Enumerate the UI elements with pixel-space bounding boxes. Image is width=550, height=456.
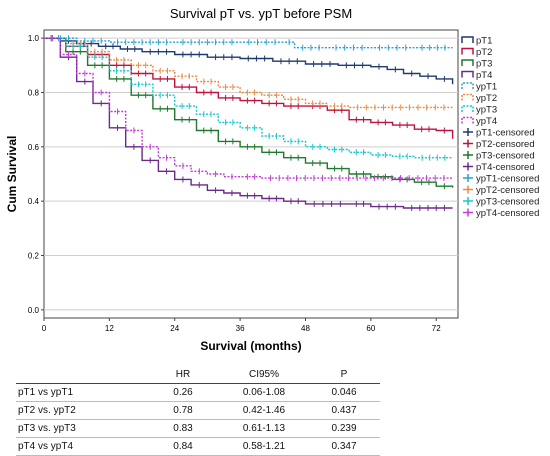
- survival-figure: 0.0 0.2 0.4 0.6 0.8 1.0 0 12 24 36 48 60 72 Survival …: [5, 6, 539, 353]
- x-tick-label: 36: [236, 324, 245, 333]
- legend-label: ypT1: [476, 82, 497, 93]
- legend-label: pT1: [476, 36, 492, 47]
- table-header-row: HR CI95% P: [16, 366, 380, 384]
- legend-label: ypT1-censored: [476, 174, 539, 185]
- table-cell: 0.26: [146, 383, 220, 402]
- chart-title: Survival pT vs. ypT before PSM: [170, 6, 352, 21]
- plot-area: [43, 29, 459, 319]
- table-cell: pT3 vs. ypT3: [16, 419, 146, 438]
- legend-label: pT4: [476, 70, 492, 81]
- legend-label: pT3-censored: [476, 151, 535, 162]
- survival-chart: 0.0 0.2 0.4 0.6 0.8 1.0 0 12 24 36 48 60 72 Survival …: [5, 6, 539, 353]
- survival-curve-pT4: [44, 37, 453, 209]
- table-cell: 0.84: [146, 437, 220, 456]
- legend-label: pT1-censored: [476, 128, 535, 139]
- y-tick-label: 0.6: [28, 143, 40, 152]
- x-axis-label: Survival (months): [200, 339, 301, 353]
- table-cell: pT1 vs ypT1: [16, 383, 146, 402]
- x-tick-label: 72: [432, 324, 441, 333]
- y-tick-label: 0.4: [28, 197, 40, 206]
- table-header-cell: [16, 366, 146, 384]
- table-cell: 0.347: [308, 437, 380, 456]
- table-cell: 0.58-1.21: [220, 437, 308, 456]
- y-tick-label: 1.0: [28, 34, 40, 43]
- table-header-cell: CI95%: [220, 366, 308, 384]
- legend-label: pT4-censored: [476, 162, 535, 173]
- y-axis-label: Cum Survival: [5, 136, 19, 213]
- survival-curve-ypT3: [44, 37, 453, 159]
- y-tick-label: 0.2: [28, 252, 40, 261]
- table-cell: 0.61-1.13: [220, 419, 308, 438]
- table-cell: pT4 vs ypT4: [16, 437, 146, 456]
- legend-label: ypT2: [476, 93, 497, 104]
- table-cell: 0.046: [308, 383, 380, 402]
- x-tick-label: 24: [170, 324, 179, 333]
- x-tick-label: 12: [105, 324, 114, 333]
- legend-swatch: [461, 82, 474, 89]
- table-cell: 0.437: [308, 401, 380, 420]
- survival-curve-pT1: [44, 37, 454, 85]
- legend-swatch: [461, 59, 474, 66]
- survival-curve-ypT2: [44, 37, 453, 109]
- survival-curve-pT2: [44, 37, 454, 139]
- legend-label: pT2-censored: [476, 139, 535, 150]
- x-tick-label: 48: [301, 324, 310, 333]
- table-row: pT4 vs ypT4 0.84 0.58-1.21 0.347: [16, 437, 380, 456]
- table-row: pT3 vs. ypT3 0.83 0.61-1.13 0.239: [16, 419, 380, 438]
- table-cell: pT2 vs. ypT2: [16, 401, 146, 420]
- legend-swatch: [461, 47, 474, 55]
- table-header-cell: HR: [146, 366, 220, 384]
- legend-swatch: [461, 70, 474, 78]
- y-tick-label: 0.8: [28, 88, 40, 97]
- table-cell: 0.239: [308, 419, 380, 438]
- table-cell: 0.83: [146, 419, 220, 438]
- table-cell: 0.42-1.46: [220, 401, 308, 420]
- hazard-ratio-table: HR CI95% P pT1 vs ypT1 0.26 0.06-1.08 0.…: [16, 366, 380, 456]
- legend-label: ypT2-censored: [476, 185, 539, 196]
- legend-swatch: [461, 93, 474, 101]
- legend-label: ypT3-censored: [476, 197, 539, 208]
- x-tick-label: 0: [42, 324, 47, 333]
- table-header-cell: P: [308, 366, 380, 384]
- legend-label: ypT4-censored: [476, 208, 539, 219]
- legend-label: ypT4: [476, 116, 497, 127]
- legend-swatch: [461, 116, 474, 124]
- survival-curve-ypT1: [44, 37, 453, 49]
- table-cell: 0.06-1.08: [220, 383, 308, 402]
- legend-label: pT3: [476, 59, 492, 70]
- table-row: pT1 vs ypT1 0.26 0.06-1.08 0.046: [16, 383, 380, 402]
- legend-label: ypT3: [476, 105, 497, 116]
- table-row: pT2 vs. ypT2 0.78 0.42-1.46 0.437: [16, 401, 380, 420]
- legend-swatch: [461, 105, 474, 112]
- legend-swatch: [461, 36, 474, 43]
- y-tick-label: 0.0: [28, 306, 40, 315]
- table-cell: 0.78: [146, 401, 220, 420]
- x-tick-label: 60: [366, 324, 375, 333]
- legend-label: pT2: [476, 47, 492, 58]
